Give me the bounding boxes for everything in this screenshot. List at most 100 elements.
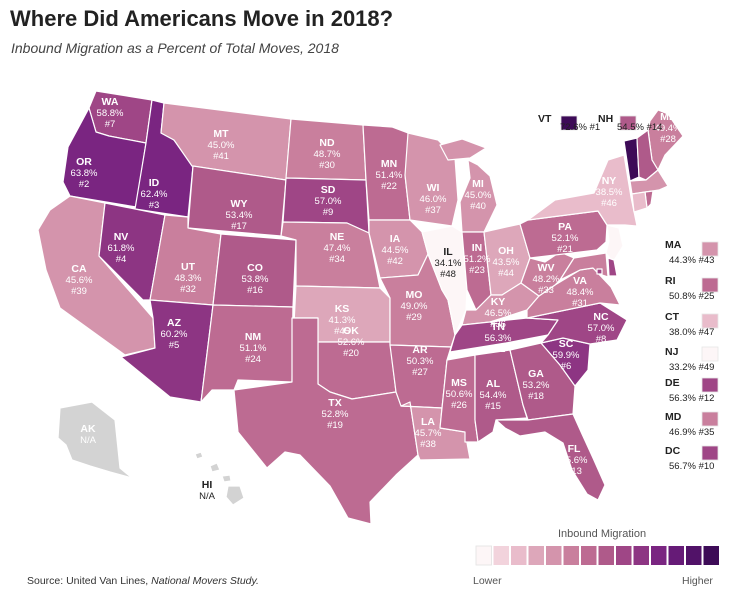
state-abbr-la: LA: [421, 416, 435, 428]
state-value-tn: 56.3%: [485, 333, 512, 344]
state-rank-az: #5: [169, 340, 180, 351]
state-rank-wv: #33: [538, 285, 554, 296]
state-shape-wi: [404, 132, 459, 227]
state-rank-mn: #22: [381, 181, 397, 192]
state-value-pa: 52.1%: [552, 233, 579, 244]
state-value-mn: 51.4%: [376, 170, 403, 181]
state-value-wy: 53.4%: [226, 210, 253, 221]
state-abbr-oh: OH: [498, 245, 514, 257]
state-rank-co: #16: [247, 285, 263, 296]
state-rank-ok: #20: [343, 348, 359, 359]
legend-swatch-2: [493, 546, 509, 565]
legend-high-label: Higher: [682, 575, 713, 587]
state-abbr-ne: NE: [330, 231, 345, 243]
state-abbr-wa: WA: [102, 96, 119, 108]
state-value-ga: 53.2%: [523, 380, 550, 391]
state-value-ky: 46.5%: [485, 308, 512, 319]
state-abbr-in: IN: [472, 242, 483, 254]
state-abbr-al: AL: [486, 378, 501, 390]
state-value-sd: 57.0%: [315, 196, 342, 207]
state-rank-il: #48: [440, 269, 456, 280]
key-swatch-nj: [701, 346, 719, 362]
state-rank-or: #2: [79, 179, 90, 190]
state-rank-ut: #32: [180, 284, 196, 295]
legend-swatch-11: [651, 546, 667, 565]
state-value-al: 54.4%: [480, 390, 507, 401]
state-value-wa: 58.8%: [97, 108, 124, 119]
state-shape-va: [526, 267, 621, 319]
state-value-az: 60.2%: [161, 329, 188, 340]
state-shape-ny: [527, 154, 638, 227]
state-abbr-ok: OK: [343, 325, 359, 337]
state-value-mi: 45.0%: [465, 190, 492, 201]
state-abbr-pa: PA: [558, 221, 572, 233]
key-swatch-md: [701, 411, 719, 427]
state-value-ok: 52.6%: [338, 337, 365, 348]
state-abbr-tn: TN: [491, 321, 505, 333]
state-value-nc: 57.0%: [588, 323, 615, 334]
state-value-me: 49.4%: [655, 123, 682, 134]
key-value-ma: 44.3% #43: [669, 255, 714, 266]
key-value-vt: 72.6% #1: [560, 122, 600, 133]
state-shape-nv: [98, 202, 166, 301]
state-value-oh: 43.5%: [493, 257, 520, 268]
state-value-co: 53.8%: [242, 274, 269, 285]
state-abbr-ut: UT: [181, 261, 196, 273]
small-state-keys: VT 72.6% #1NH 54.5% #14 MA 44.3% #43 RI 50.8% …: [538, 113, 719, 472]
state-value-mt: 45.0%: [208, 140, 235, 151]
state-value-va: 48.4%: [567, 287, 594, 298]
legend-swatch-14: [703, 546, 719, 565]
state-rank-mi: #40: [470, 201, 486, 212]
state-abbr-ny: NY: [602, 175, 617, 187]
map-subtitle: Inbound Migration as a Percent of Total …: [11, 40, 339, 56]
state-rank-in: #23: [469, 265, 485, 276]
state-value-nv: 61.8%: [108, 243, 135, 254]
legend-swatch-6: [563, 546, 579, 565]
state-value-tx: 52.8%: [322, 409, 349, 420]
state-value-ne: 47.4%: [324, 243, 351, 254]
state-rank-fl: #13: [566, 466, 582, 477]
state-value-ca: 45.6%: [66, 275, 93, 286]
state-rank-pa: #21: [557, 244, 573, 255]
state-value-hi: N/A: [199, 491, 216, 502]
state-abbr-ms: MS: [451, 377, 467, 389]
legend-swatch-13: [686, 546, 702, 565]
state-rank-wa: #7: [105, 119, 116, 130]
state-shape-hi: [194, 451, 245, 506]
state-rank-tn: #11: [490, 344, 505, 355]
key-abbr-ri: RI: [665, 275, 676, 287]
legend-swatch-10: [633, 546, 649, 565]
key-value-nh: 54.5% #14: [617, 122, 662, 133]
state-value-id: 62.4%: [141, 189, 168, 200]
legend-scale: [475, 545, 719, 566]
state-abbr-ca: CA: [71, 263, 87, 275]
state-value-wv: 48.2%: [533, 274, 560, 285]
state-abbr-id: ID: [149, 177, 160, 189]
state-abbr-mi: MI: [472, 178, 484, 190]
state-rank-id: #3: [149, 200, 160, 211]
key-swatch-ma: [701, 241, 719, 257]
state-abbr-sc: SC: [559, 338, 574, 350]
state-rank-ms: #26: [451, 400, 467, 411]
state-abbr-il: IL: [443, 246, 453, 258]
state-rank-ca: #39: [71, 286, 87, 297]
state-rank-nm: #24: [245, 354, 261, 365]
state-value-ny: 38.5%: [596, 187, 623, 198]
state-value-ar: 50.3%: [407, 356, 434, 367]
state-abbr-me: ME: [660, 111, 676, 123]
state-abbr-wy: WY: [231, 198, 248, 210]
key-abbr-md: MD: [665, 411, 682, 423]
legend-swatch-8: [598, 546, 614, 565]
state-value-or: 63.8%: [71, 168, 98, 179]
state-value-in: 51.2%: [464, 254, 491, 265]
source-study: National Movers Study.: [151, 575, 259, 587]
key-value-dc: 56.7% #10: [669, 461, 714, 472]
state-value-ks: 41.3%: [329, 315, 356, 326]
state-rank-ar: #27: [412, 367, 428, 378]
key-abbr-nh: NH: [598, 113, 613, 125]
state-abbr-wi: WI: [427, 182, 440, 194]
state-rank-me: #28: [660, 134, 676, 145]
state-rank-ks: #45: [334, 326, 350, 337]
state-abbr-ga: GA: [528, 368, 544, 380]
